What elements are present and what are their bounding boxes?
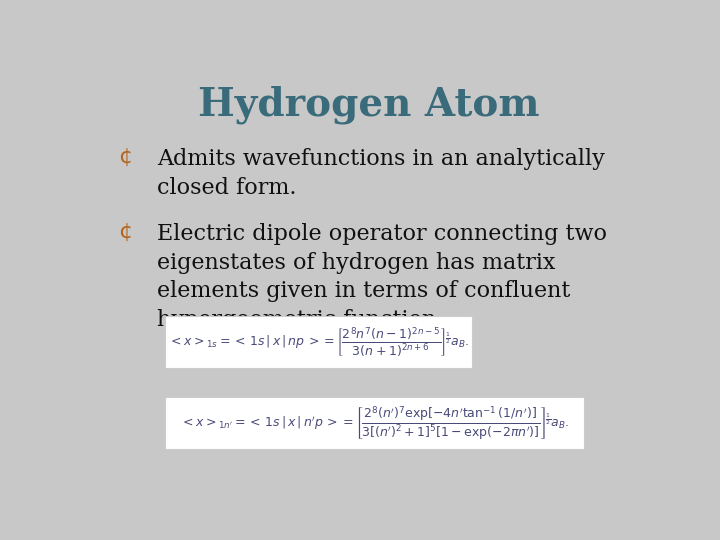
FancyBboxPatch shape (166, 316, 472, 368)
Text: ¢: ¢ (118, 223, 132, 243)
Text: $< x >_{1n'} = <\, 1s\,|\,x\,|\,n'p\, > = \left[\dfrac{2^8(n')^7\exp[-4n'\tan^{-: $< x >_{1n'} = <\, 1s\,|\,x\,|\,n'p\, > … (180, 404, 570, 442)
Text: Hydrogen Atom: Hydrogen Atom (198, 85, 540, 124)
FancyBboxPatch shape (166, 397, 584, 449)
Text: ¢: ¢ (118, 148, 132, 168)
Text: $< x >_{1s} = <\, 1s\,|\,x\,|\,np\, > = \left[\dfrac{2^8 n^7(n-1)^{2n-5}}{3(n+1): $< x >_{1s} = <\, 1s\,|\,x\,|\,np\, > = … (168, 325, 469, 359)
Text: Admits wavefunctions in an analytically
closed form.: Admits wavefunctions in an analytically … (157, 148, 605, 199)
Text: Electric dipole operator connecting two
eigenstates of hydrogen has matrix
eleme: Electric dipole operator connecting two … (157, 223, 607, 331)
